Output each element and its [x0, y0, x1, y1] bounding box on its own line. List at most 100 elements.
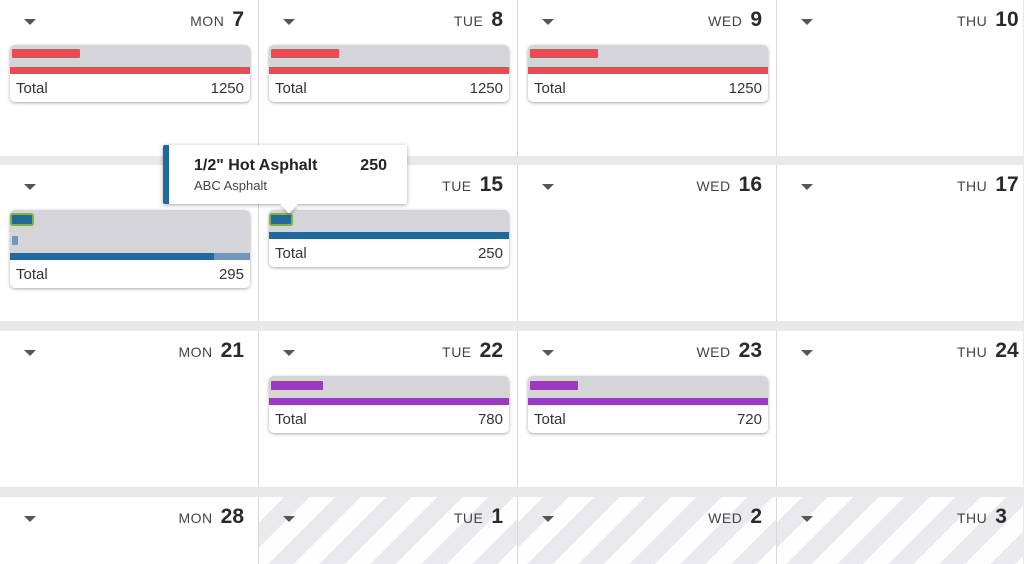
day-header: TUE 15	[442, 173, 503, 197]
total-label: Total	[16, 265, 48, 283]
order-bar[interactable]	[530, 381, 578, 390]
day-of-week: WED	[696, 178, 731, 194]
order-bars	[10, 45, 250, 74]
day-number: 9	[750, 8, 762, 31]
order-bar-highlighted[interactable]	[12, 215, 32, 224]
order-summary-card[interactable]: Total 1250	[528, 45, 768, 102]
order-bar[interactable]	[12, 236, 18, 245]
day-cell-wed-9[interactable]: WED 9 Total 1250	[518, 0, 777, 156]
caret-down-icon[interactable]	[283, 350, 295, 356]
order-bars	[269, 210, 509, 239]
day-of-week: WED	[696, 344, 731, 360]
day-header: TUE 1	[454, 505, 503, 529]
day-cell-thu-3[interactable]: THU 3	[777, 497, 1023, 564]
day-number: 17	[995, 173, 1019, 196]
order-tooltip: 1/2" Hot Asphalt 250 ABC Asphalt	[163, 145, 407, 214]
day-cell-wed-2[interactable]: WED 2	[518, 497, 777, 564]
day-number: 10	[995, 8, 1019, 31]
day-number: 1	[491, 505, 503, 528]
day-header: WED 23	[696, 339, 762, 363]
total-row: Total 780	[269, 405, 509, 433]
week-row-3: MON 21 TUE 22 Total 780 WED 23	[0, 331, 1024, 487]
total-value: 1250	[210, 79, 244, 97]
day-cell-wed-23[interactable]: WED 23 Total 720	[518, 331, 777, 487]
day-header: THU 10	[957, 8, 1019, 32]
day-cell-tue-1[interactable]: TUE 1	[259, 497, 518, 564]
day-header: MON 28	[178, 505, 244, 529]
total-row: Total 1250	[10, 74, 250, 102]
order-summary-card[interactable]: Total 1250	[10, 45, 250, 102]
day-of-week: WED	[708, 13, 743, 29]
order-bars	[269, 376, 509, 405]
order-summary-card[interactable]: Total 250	[269, 210, 509, 267]
day-of-week: THU	[957, 13, 988, 29]
day-cell-thu-24[interactable]: THU 24	[777, 331, 1023, 487]
caret-down-icon[interactable]	[801, 184, 813, 190]
caret-down-icon[interactable]	[542, 350, 554, 356]
caret-down-icon[interactable]	[24, 184, 36, 190]
total-row: Total 1250	[269, 74, 509, 102]
total-value: 1250	[469, 79, 503, 97]
day-cell-mon-7[interactable]: MON 7 Total 1250	[0, 0, 259, 156]
total-row: Total 720	[528, 405, 768, 433]
day-of-week: MON	[178, 510, 213, 526]
caret-down-icon[interactable]	[283, 516, 295, 522]
order-bar[interactable]	[12, 49, 80, 58]
day-cell-tue-15[interactable]: TUE 15 Total 250	[259, 165, 518, 321]
caret-down-icon[interactable]	[24, 350, 36, 356]
caret-down-icon[interactable]	[542, 516, 554, 522]
caret-down-icon[interactable]	[542, 184, 554, 190]
day-cell-mon-21[interactable]: MON 21	[0, 331, 259, 487]
total-label: Total	[275, 244, 307, 262]
day-header: MON 7	[190, 8, 244, 32]
total-row: Total 295	[10, 260, 250, 288]
order-summary-card[interactable]: Total 1250	[269, 45, 509, 102]
total-row: Total 250	[269, 239, 509, 267]
day-cell-thu-10[interactable]: THU 10	[777, 0, 1023, 156]
day-cell-thu-17[interactable]: THU 17	[777, 165, 1023, 321]
day-number: 16	[738, 173, 762, 196]
tooltip-quantity: 250	[360, 157, 387, 174]
day-cell-mon-28[interactable]: MON 28	[0, 497, 259, 564]
total-row: Total 1250	[528, 74, 768, 102]
order-bars	[10, 210, 250, 260]
day-header: WED 9	[708, 8, 762, 32]
caret-down-icon[interactable]	[24, 19, 36, 25]
total-label: Total	[275, 410, 307, 428]
day-number: 24	[995, 339, 1019, 362]
total-label: Total	[16, 79, 48, 97]
day-header: TUE 8	[454, 8, 503, 32]
day-of-week: TUE	[453, 510, 484, 526]
day-of-week: MON	[190, 13, 225, 29]
day-header: WED 16	[696, 173, 762, 197]
tooltip-product-name: 1/2" Hot Asphalt	[194, 157, 318, 174]
caret-down-icon[interactable]	[801, 516, 813, 522]
order-bar[interactable]	[271, 381, 323, 390]
order-summary-card[interactable]: Total 780	[269, 376, 509, 433]
caret-down-icon[interactable]	[283, 19, 295, 25]
day-number: 23	[738, 339, 762, 362]
day-cell-tue-8[interactable]: TUE 8 Total 1250	[259, 0, 518, 156]
total-label: Total	[534, 410, 566, 428]
order-summary-card[interactable]: Total 720	[528, 376, 768, 433]
order-bar[interactable]	[271, 49, 339, 58]
week-row-1: MON 7 Total 1250 TUE 8 Total	[0, 0, 1024, 156]
caret-down-icon[interactable]	[542, 19, 554, 25]
day-cell-tue-22[interactable]: TUE 22 Total 780	[259, 331, 518, 487]
day-header: THU 17	[957, 173, 1019, 197]
order-bar[interactable]	[530, 49, 598, 58]
total-value: 1250	[728, 79, 762, 97]
day-number: 22	[479, 339, 503, 362]
day-of-week: THU	[957, 510, 988, 526]
day-number: 2	[750, 505, 762, 528]
order-bar-highlighted[interactable]	[271, 215, 291, 224]
total-value: 780	[477, 410, 503, 428]
day-cell-wed-16[interactable]: WED 16	[518, 165, 777, 321]
order-summary-card[interactable]: Total 295	[10, 210, 250, 288]
day-header: MON 21	[178, 339, 244, 363]
caret-down-icon[interactable]	[801, 19, 813, 25]
day-of-week: TUE	[442, 178, 472, 194]
day-of-week: MON	[178, 344, 213, 360]
caret-down-icon[interactable]	[24, 516, 36, 522]
caret-down-icon[interactable]	[801, 350, 813, 356]
